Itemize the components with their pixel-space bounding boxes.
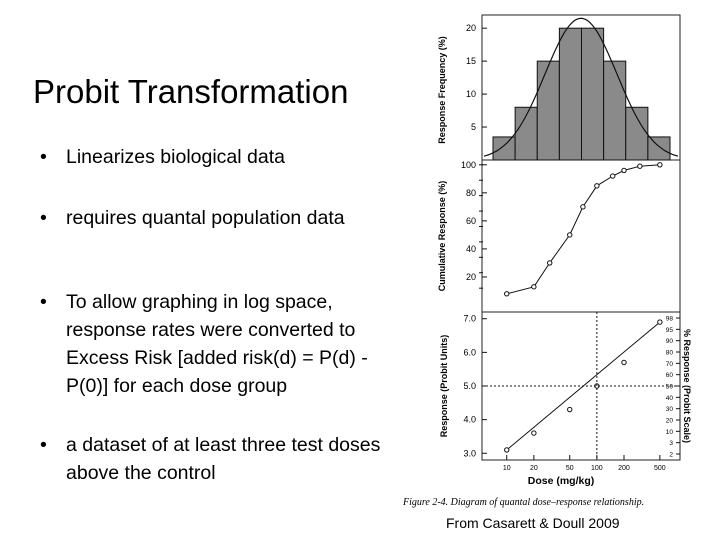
bullet-dot-icon: • bbox=[40, 291, 47, 313]
y-tick-label: 20 bbox=[466, 23, 476, 33]
right-tick-label: 80 bbox=[666, 350, 674, 357]
data-point bbox=[637, 163, 643, 169]
y-tick-label: 100 bbox=[461, 160, 476, 170]
data-point bbox=[610, 173, 616, 179]
x-axis-label: Dose (mg/kg) bbox=[528, 475, 595, 487]
y-tick-label: 7.0 bbox=[463, 314, 476, 324]
top-panel: 5 10 15 20 bbox=[466, 17, 679, 161]
y-tick-label: 20 bbox=[466, 272, 476, 282]
histogram-bar bbox=[581, 27, 605, 161]
data-point bbox=[531, 284, 537, 290]
right-tick-label: 2 bbox=[669, 452, 673, 459]
right-tick-label: 10 bbox=[666, 429, 674, 436]
y-tick-label: 4.0 bbox=[463, 415, 476, 425]
bullet-dot-icon: • bbox=[40, 146, 47, 168]
bullet-text: To allow graphing in log space, response… bbox=[66, 291, 368, 397]
histogram-bar bbox=[558, 27, 582, 161]
data-point bbox=[531, 430, 537, 436]
histogram-bar bbox=[647, 136, 671, 161]
middle-ylabel: Cumulative Response (%) bbox=[437, 181, 447, 292]
right-tick-label: 40 bbox=[666, 395, 674, 402]
histogram-bar bbox=[536, 60, 560, 161]
y-tick-label: 3.0 bbox=[463, 448, 476, 458]
x-tick-label: 10 bbox=[503, 465, 511, 472]
right-tick-label: 60 bbox=[666, 372, 674, 379]
histogram-bar bbox=[603, 60, 627, 161]
bullet-item: • a dataset of at least three test doses… bbox=[40, 431, 390, 487]
right-tick-label: 95 bbox=[666, 327, 674, 334]
bullet-dot-icon: • bbox=[40, 207, 47, 229]
right-tick-label: 98 bbox=[666, 316, 674, 323]
data-point bbox=[567, 232, 573, 238]
y-tick-label: 40 bbox=[466, 244, 476, 254]
x-tick-label: 500 bbox=[654, 465, 666, 472]
figure-caption: Figure 2-4. Diagram of quantal dose–resp… bbox=[403, 497, 645, 508]
right-tick-label: 30 bbox=[666, 406, 674, 413]
right-tick-label: 90 bbox=[666, 338, 674, 345]
right-tick-label: 20 bbox=[666, 418, 674, 425]
data-point bbox=[621, 167, 627, 174]
data-point bbox=[504, 291, 510, 297]
bottom-right-label: % Response (Probit Scale) bbox=[682, 329, 692, 443]
top-ylabel: Response Frequency (%) bbox=[437, 36, 447, 144]
middle-panel: 20 40 60 80 100 bbox=[461, 160, 663, 297]
y-tick-label: 6.0 bbox=[463, 347, 476, 357]
y-tick-label: 15 bbox=[466, 56, 476, 66]
histogram-bar bbox=[625, 106, 649, 161]
y-tick-label: 80 bbox=[466, 188, 476, 198]
data-point bbox=[504, 447, 510, 453]
histogram-bar bbox=[492, 136, 516, 161]
bottom-panel: 3.0 4.0 5.0 6.0 7.0 2 3 10 20 30 40 50 60 70 80 90 95 98 1… bbox=[463, 312, 680, 472]
dose-response-figure: 5 10 15 20 20 40 60 80 100 3.0 4.0 5.0 6.0 7.0 2 3 10 2… bbox=[437, 14, 692, 487]
data-point bbox=[580, 204, 586, 210]
cumulative-curve bbox=[506, 164, 660, 295]
x-tick-label: 20 bbox=[530, 465, 538, 472]
x-tick-label: 100 bbox=[591, 465, 603, 472]
bullet-item: • Linearizes biological data bbox=[40, 143, 285, 171]
slide-title: Probit Transformation bbox=[33, 73, 349, 110]
right-tick-label: 50 bbox=[666, 384, 674, 391]
normal-curve bbox=[483, 17, 679, 157]
middle-panel-frame bbox=[481, 159, 681, 313]
data-point bbox=[657, 162, 663, 168]
data-point bbox=[657, 319, 663, 325]
bullet-item: • requires quantal population data bbox=[40, 204, 345, 232]
bullet-text: requires quantal population data bbox=[66, 207, 345, 229]
right-tick-label: 3 bbox=[669, 440, 673, 447]
x-tick-label: 50 bbox=[566, 465, 574, 472]
figure-labels: Response Frequency (%) Cumulative Respon… bbox=[437, 36, 692, 487]
data-point bbox=[567, 406, 573, 413]
y-tick-label: 5.0 bbox=[463, 381, 476, 391]
x-tick-label: 200 bbox=[618, 465, 630, 472]
bullet-item: • To allow graphing in log space, respon… bbox=[40, 288, 390, 400]
bullet-text: a dataset of at least three test doses a… bbox=[66, 434, 381, 484]
bullet-text: Linearizes biological data bbox=[66, 146, 285, 168]
right-tick-label: 70 bbox=[666, 361, 674, 368]
bottom-ylabel: Response (Probit Units) bbox=[439, 335, 449, 438]
data-point bbox=[621, 359, 627, 366]
data-point bbox=[594, 183, 600, 189]
y-tick-label: 5 bbox=[471, 122, 476, 132]
y-tick-label: 60 bbox=[466, 216, 476, 226]
data-point bbox=[547, 260, 553, 266]
y-tick-label: 10 bbox=[466, 89, 476, 99]
source-citation: From Casarett & Doull 2009 bbox=[446, 515, 620, 531]
bullet-dot-icon: • bbox=[40, 434, 47, 456]
